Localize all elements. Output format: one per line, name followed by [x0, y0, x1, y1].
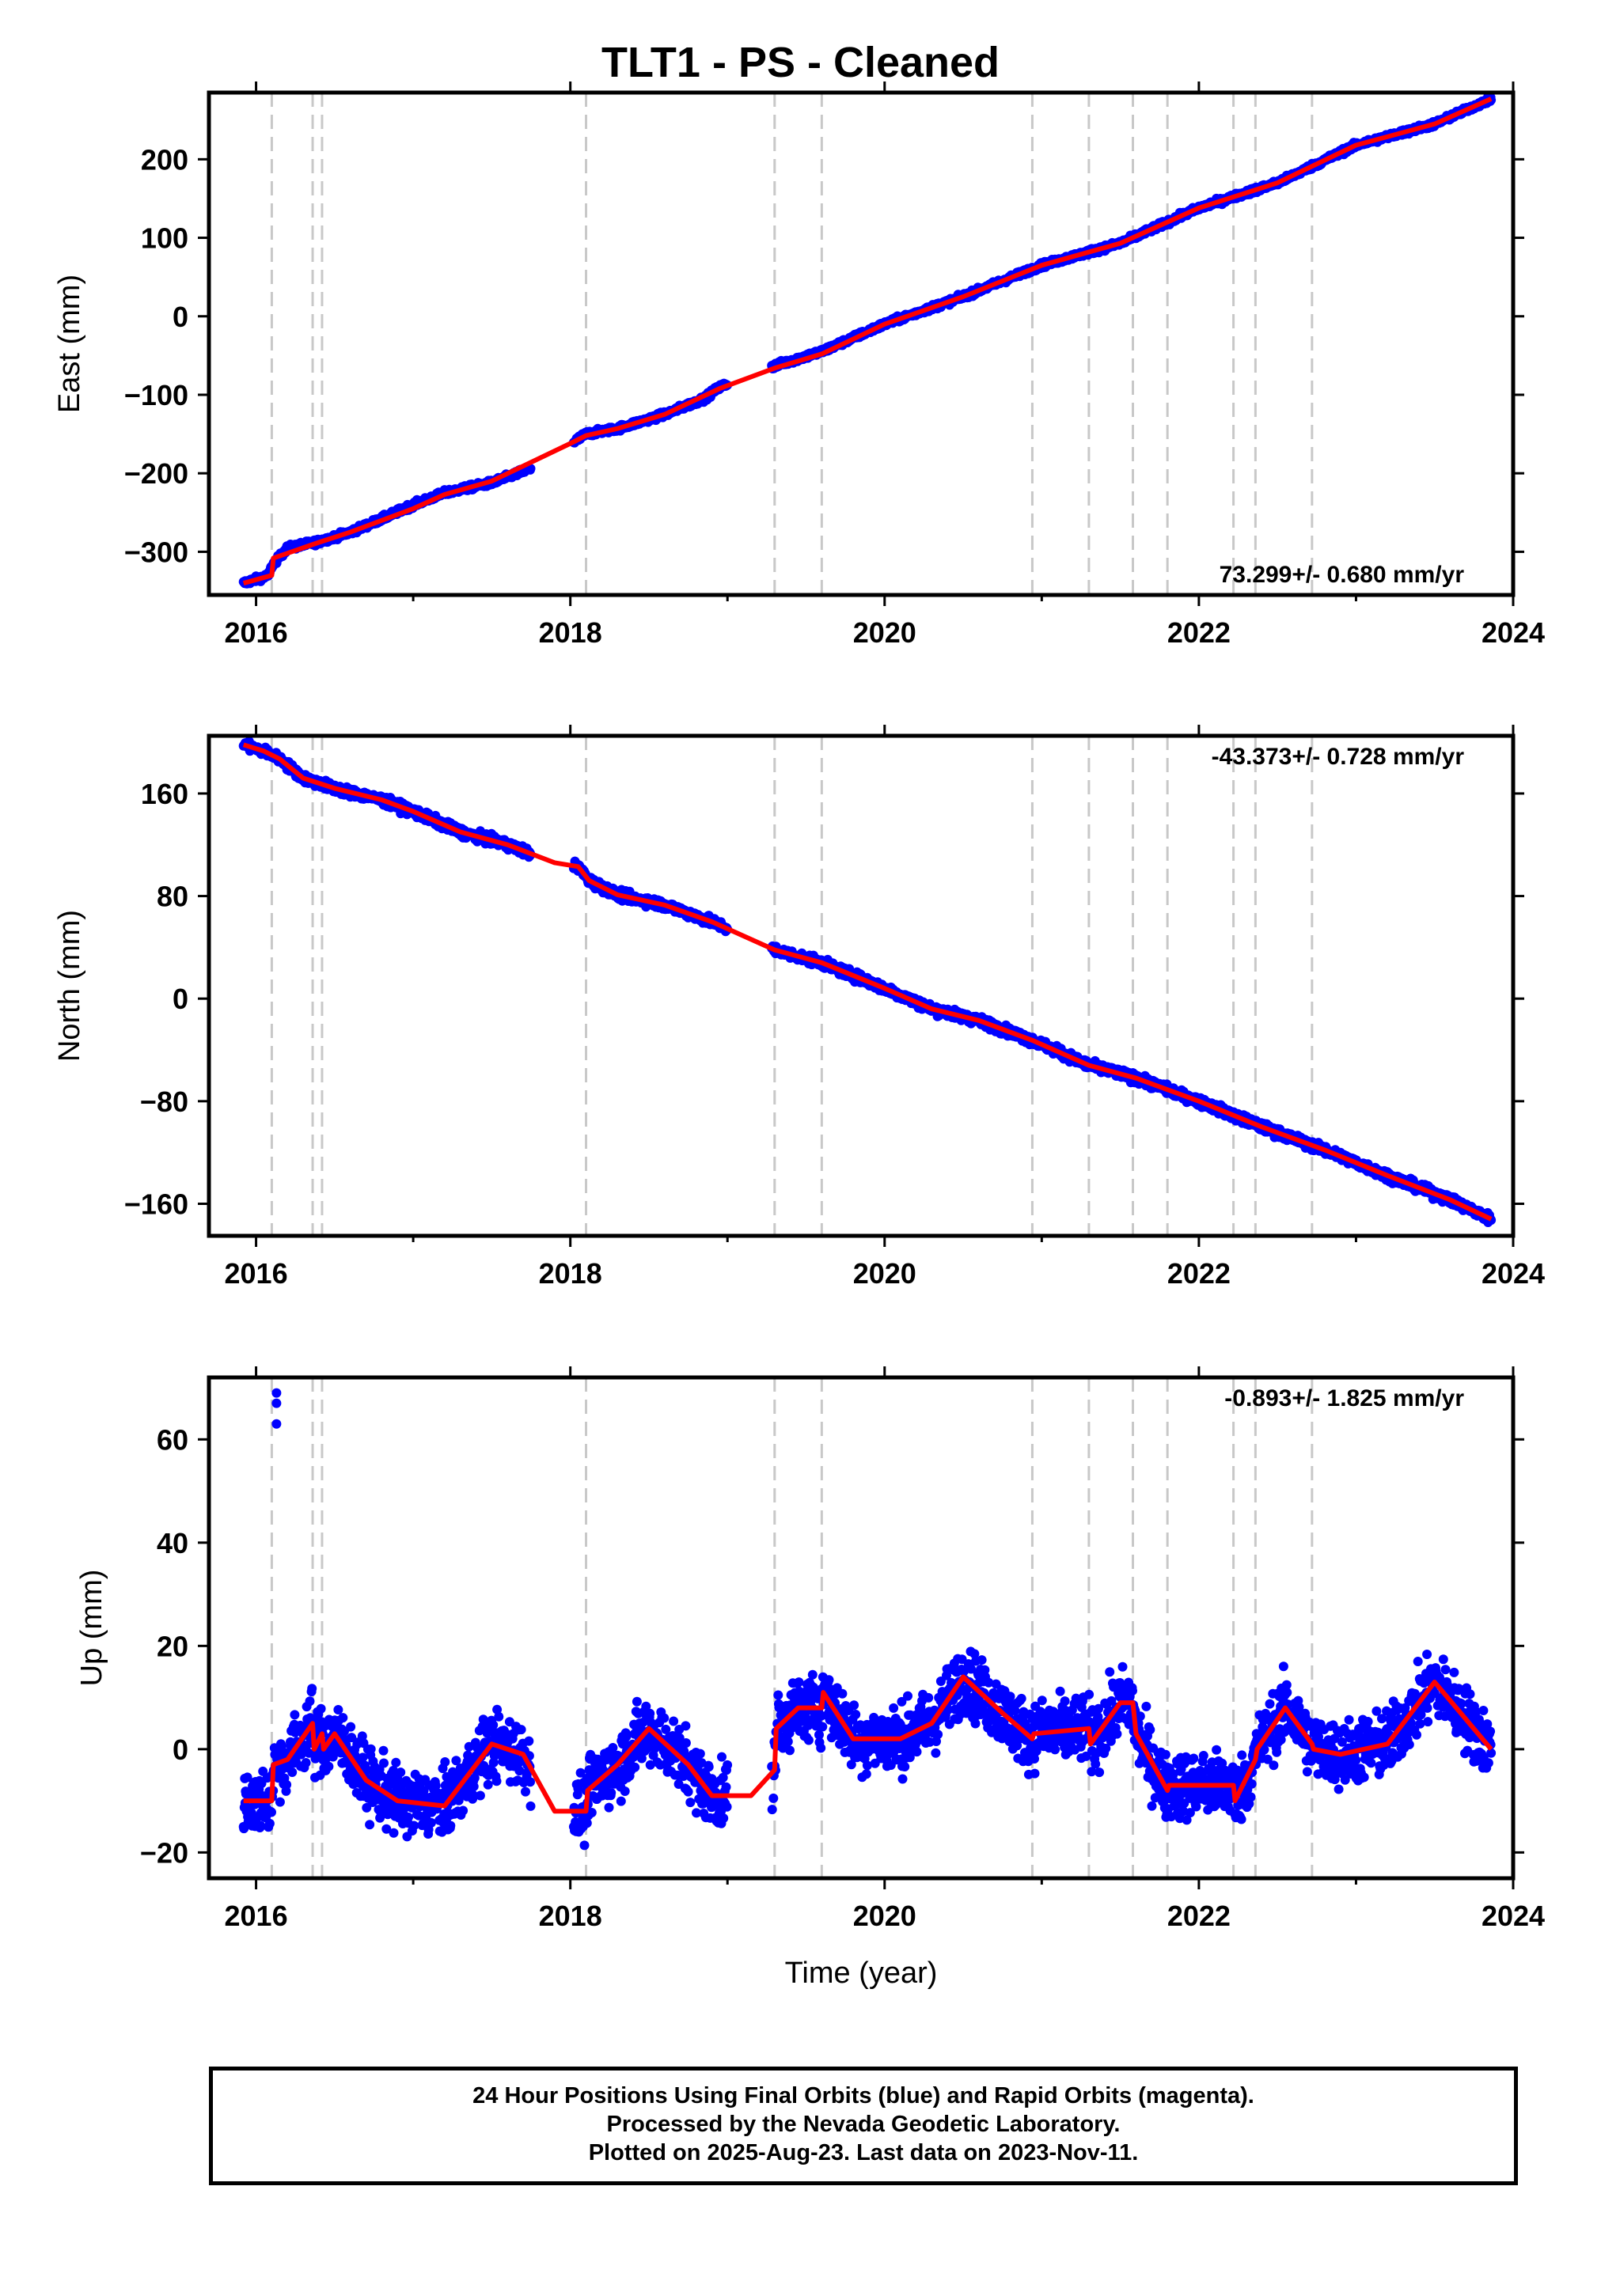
y-tick-label: 200	[141, 143, 188, 176]
y-tick-label: 0	[173, 301, 188, 333]
x-tick-label: 2022	[1167, 616, 1231, 649]
y-tick-label: 100	[141, 222, 188, 255]
x-tick-label: 2018	[539, 616, 602, 649]
y-tick-label: −100	[124, 379, 188, 411]
y-tick-label: −200	[124, 457, 188, 490]
y-tick-label: −300	[124, 536, 188, 568]
velocity-rate-label: 73.299+/- 0.680 mm/yr	[1220, 562, 1465, 588]
x-tick-label: 2020	[853, 616, 916, 649]
panel-frame	[207, 90, 1516, 597]
plot-area	[238, 93, 1497, 589]
model-line	[242, 97, 1493, 585]
chart-title: TLT1 - PS - Cleaned	[601, 39, 1000, 86]
y-axis-label: East (mm)	[53, 275, 86, 413]
x-tick-label: 2016	[225, 616, 288, 649]
x-tick-label: 2024	[1481, 616, 1545, 649]
panel-east: 2016 2018 2020 2022 2024 −300 −200 −100 0 100 200 E…	[53, 81, 1545, 649]
plot-area	[238, 737, 1497, 1227]
